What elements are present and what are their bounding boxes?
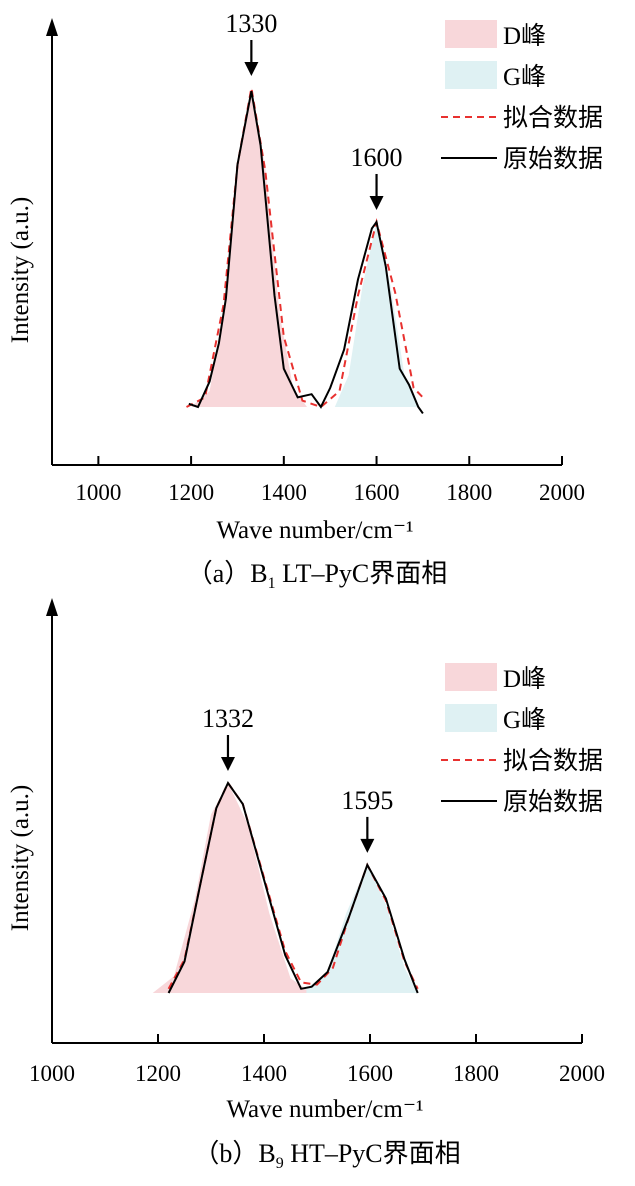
legend-label: G峰 [503, 706, 546, 734]
peak-label: 1595 [341, 786, 393, 815]
x-tick-label: 2000 [539, 480, 585, 505]
x-tick-label: 1000 [29, 1061, 75, 1086]
series-raw-line [188, 91, 424, 414]
x-tick-label: 1800 [446, 480, 492, 505]
legend-swatch [445, 663, 497, 691]
x-tick-label: 1400 [261, 480, 307, 505]
x-axis-label: Wave number/cm⁻¹ [226, 1096, 423, 1123]
x-axis-label: Wave number/cm⁻¹ [216, 517, 413, 544]
peak-arrow-head [244, 62, 259, 76]
panel-caption: （a）B1 LT–PyC界面相 [187, 559, 448, 592]
x-tick-label: 1000 [75, 480, 121, 505]
caption-suffix: LT–PyC界面相 [276, 559, 448, 588]
peak-label: 1600 [351, 143, 403, 172]
x-tick-label: 1200 [168, 480, 214, 505]
peak-label: 1332 [202, 704, 254, 733]
legend-label: D峰 [503, 665, 546, 693]
series-fill-0 [191, 88, 307, 407]
peak-arrow-head [369, 195, 384, 210]
legend-label: G峰 [503, 63, 546, 91]
series-raw-line [167, 781, 419, 994]
legend-label: 拟合数据 [503, 104, 603, 132]
caption-suffix: HT–PyC界面相 [284, 1139, 461, 1168]
peak-label: 1330 [225, 9, 277, 38]
chart-panel-b: 1000 1200 1400 1600 1800 2000 Wave number/cm⁻¹… [7, 598, 605, 1172]
caption-subscript: 9 [276, 1155, 284, 1172]
legend-swatch [445, 704, 497, 732]
caption-subscript: 1 [268, 575, 276, 592]
legend-label: 拟合数据 [503, 747, 603, 775]
x-tick-label: 1200 [135, 1061, 181, 1086]
y-axis-arrow [46, 598, 58, 616]
caption-prefix: （a）B [187, 559, 268, 588]
series-fill-1 [306, 864, 418, 993]
y-axis-label: Intensity (a.u.) [7, 785, 34, 931]
legend-label: 原始数据 [503, 788, 603, 816]
x-tick-label: 1600 [347, 1061, 393, 1086]
x-tick-label: 1600 [354, 480, 400, 505]
series-fill-1 [334, 222, 419, 407]
peak-arrow-head [220, 757, 235, 771]
peak-arrow-head [360, 838, 375, 853]
y-axis-label: Intensity (a.u.) [7, 197, 34, 343]
series-fit-line [186, 87, 424, 409]
legend-label: D峰 [503, 22, 546, 50]
y-axis-arrow [46, 18, 58, 36]
panel-caption: （b）B9 HT–PyC界面相 [193, 1139, 460, 1172]
x-tick-label: 1800 [453, 1061, 499, 1086]
x-tick-label: 1400 [241, 1061, 287, 1086]
series-fill-0 [152, 783, 312, 993]
x-tick-label: 2000 [559, 1061, 605, 1086]
legend-swatch [445, 61, 497, 89]
legend-swatch [445, 20, 497, 48]
legend-label: 原始数据 [503, 145, 603, 173]
chart-panel-a: 1000 1200 1400 1600 1800 2000 Wave number/cm⁻¹… [7, 9, 603, 592]
caption-prefix: （b）B [193, 1139, 275, 1168]
